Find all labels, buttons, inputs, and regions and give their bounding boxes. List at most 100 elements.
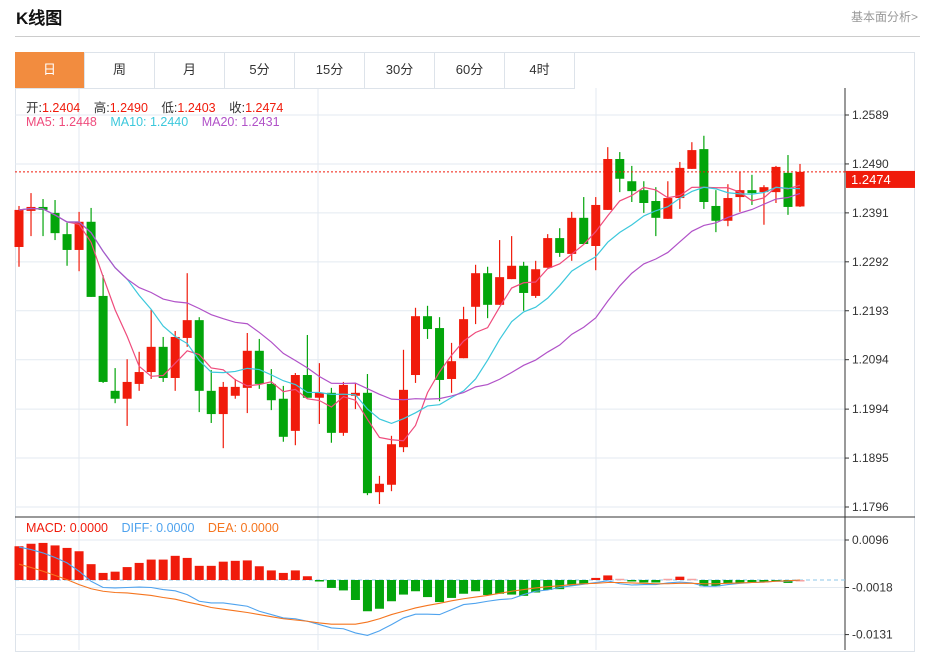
macd-bar [723,580,733,584]
macd-bar [146,559,156,580]
macd-bar [326,580,336,588]
macd-bar [386,580,396,602]
macd-bar [639,580,649,583]
candle [338,381,348,436]
candle [374,475,384,505]
candle-body [555,238,565,253]
candle [459,306,469,359]
candle [579,197,589,245]
candle-body [194,320,204,391]
macd-bar [447,580,457,598]
candle-body [795,171,805,207]
fundamental-analysis-link[interactable]: 基本面分析> [850,10,918,24]
candle-body [771,166,781,193]
macd-bar [603,575,613,580]
candle-body [86,221,96,297]
candle-body [338,384,348,433]
candle-body [74,221,84,250]
macd-bar [711,580,721,587]
last-price-label: 1.2474 [851,172,891,187]
candle-body [567,217,577,254]
candle-body [591,204,601,246]
tab-4hour[interactable]: 4时 [505,52,575,88]
candle [230,378,240,399]
candle-body [651,201,661,218]
macd-bar [627,580,637,582]
candle [278,385,288,442]
macd-bar [699,580,709,587]
macd-bar [483,580,493,595]
candle [314,363,324,424]
candle [675,161,685,209]
candle-body [471,273,481,307]
ma-readout: MA5: 1.2448 MA10: 1.2440 MA20: 1.2431 [26,115,280,129]
macd-bar [423,580,433,598]
price-tick-label: 1.2094 [852,353,889,367]
candle [302,334,312,398]
candle [483,266,493,319]
candle-body [543,238,553,268]
candle [38,199,48,237]
candle-body [386,444,396,485]
candle-body [639,190,649,203]
dea-line [18,563,801,625]
tab-day[interactable]: 日 [15,52,85,88]
open-label: 开: [26,101,42,115]
price-tick-label: 1.2589 [852,108,889,122]
macd-bar [278,572,288,580]
candle-body [278,398,288,437]
macd-bar [567,580,577,586]
tab-60min[interactable]: 60分 [435,52,505,88]
candle [543,234,553,268]
macd-bar [266,570,276,580]
candle [86,207,96,297]
tab-5min[interactable]: 5分 [225,52,295,88]
macd-readout: MACD: 0.0000 DIFF: 0.0000 DEA: 0.0000 [26,521,279,535]
candle-body [519,265,529,293]
tab-week[interactable]: 周 [85,52,155,88]
candle-body [615,158,625,179]
macd-bar [350,580,360,600]
candle-body [675,167,685,199]
macd-bar [495,580,505,594]
macd-bar [338,580,348,591]
candle-body [110,390,120,399]
macd-bar [170,555,180,580]
macd-bar [182,557,192,580]
candle-body [14,209,24,247]
macd-bar [230,560,240,580]
candle [411,307,421,383]
tab-15min[interactable]: 15分 [295,52,365,88]
macd-bar [74,551,84,580]
macd-bar [507,580,517,595]
candle-body [663,198,673,219]
ma5-value: MA5: 1.2448 [26,115,97,129]
macd-bar [206,565,216,580]
tab-30min[interactable]: 30分 [365,52,435,88]
candle-body [759,187,769,193]
candle [471,264,481,325]
open-value: 1.2404 [41,101,81,115]
candle-body [362,392,372,494]
candle [651,187,661,237]
tab-month[interactable]: 月 [155,52,225,88]
ma10-value: MA10: 1.2440 [110,115,189,129]
candle-body [134,372,144,384]
macd-value: MACD: 0.0000 [26,521,108,535]
price-tick-label: 1.2490 [852,157,889,171]
macd-bar [555,580,565,590]
macd-bar [435,580,445,603]
candle-body [699,149,709,203]
candle-body [447,361,457,379]
macd-bar [663,578,673,581]
candle-body [266,383,276,401]
divider [15,36,920,37]
candle-body [711,205,721,221]
ma10-line [18,186,801,425]
macd-bar [675,576,685,580]
price-tick-label: 1.1994 [852,402,889,416]
candle-body [435,328,445,380]
macd-bar [14,546,24,580]
candle [747,174,757,205]
